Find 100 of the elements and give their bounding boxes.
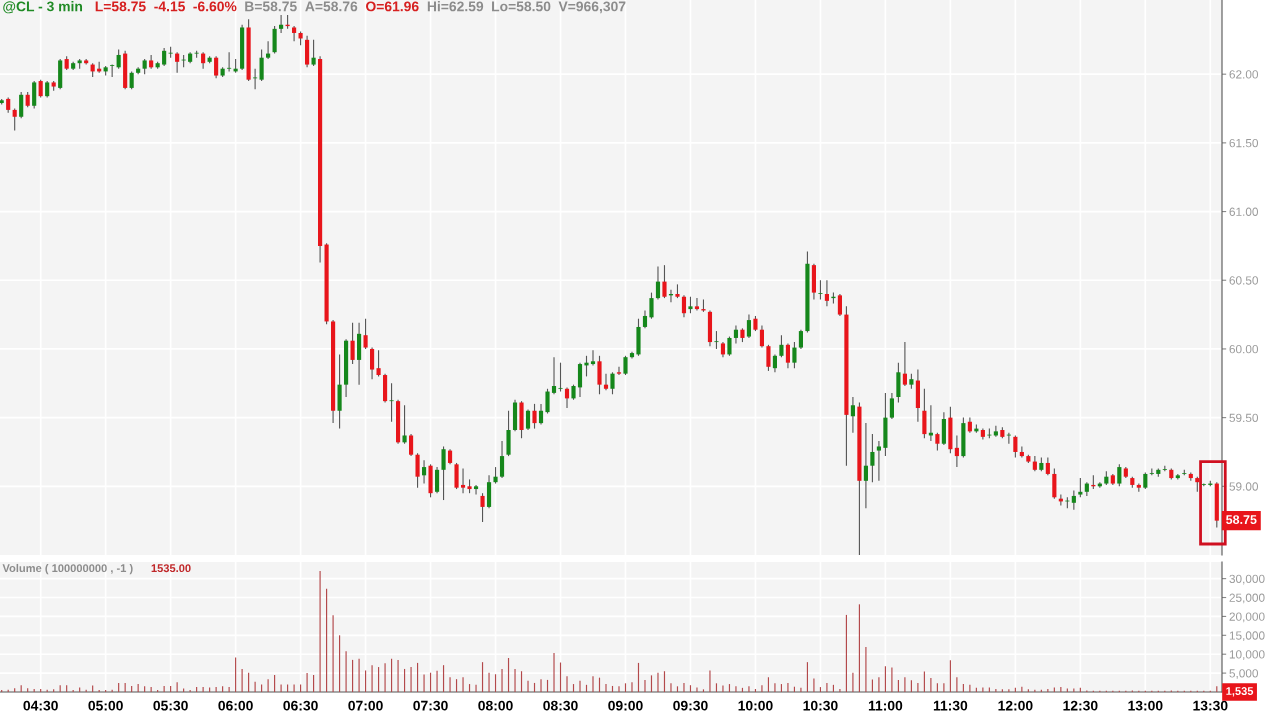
- candlestick: [902, 341, 907, 387]
- candlestick: [1052, 467, 1057, 500]
- y-tick-label: 10,000: [1229, 650, 1265, 660]
- x-tick-label: 11:00: [868, 700, 903, 711]
- y-tick-label: 15,000: [1229, 631, 1265, 642]
- x-tick-label: 04:30: [23, 700, 58, 711]
- y-tick-label: 25,000: [1229, 593, 1265, 604]
- candlestick: [311, 39, 316, 67]
- x-tick-label: 07:30: [413, 700, 448, 711]
- candlestick: [584, 355, 589, 377]
- x-tick-label: 09:30: [673, 700, 708, 711]
- x-tick-label: 12:30: [1063, 700, 1098, 711]
- x-tick-label: 08:30: [543, 700, 578, 711]
- candlestick: [175, 51, 180, 74]
- candlestick: [850, 396, 855, 434]
- candlestick: [889, 392, 894, 420]
- candlestick: [564, 386, 570, 409]
- annotation: B=58.75: [245, 1, 297, 12]
- candlestick: [350, 322, 355, 365]
- x-tick-label: 13:30: [1193, 700, 1228, 711]
- candlestick: [1013, 434, 1018, 459]
- candlestick: [116, 48, 121, 70]
- candlestick: [779, 334, 784, 358]
- candlestick: [32, 80, 37, 110]
- x-tick-label: 10:00: [738, 700, 773, 711]
- candlestick: [597, 355, 602, 395]
- candlestick: [837, 293, 842, 317]
- candlestick: [590, 349, 596, 366]
- candlestick: [863, 422, 868, 509]
- candlestick: [954, 434, 959, 468]
- candlestick: [376, 349, 381, 377]
- y-tick-label: 60.50: [1229, 276, 1259, 285]
- candlestick: [766, 344, 771, 372]
- candlestick: [551, 356, 557, 395]
- candlestick: [421, 459, 427, 485]
- annotation: Hi=62.59: [427, 1, 484, 12]
- candlestick: [577, 362, 583, 398]
- x-tick-label: 06:00: [218, 700, 253, 711]
- annotation: 58.75: [1226, 515, 1257, 525]
- candlestick: [480, 492, 485, 523]
- y-tick-label: 61.50: [1229, 138, 1259, 148]
- candlestick: [408, 433, 414, 457]
- x-tick-label: 06:30: [283, 700, 318, 711]
- candlestick: [1019, 445, 1024, 459]
- candlestick: [149, 54, 154, 70]
- candlestick: [363, 318, 368, 350]
- y-tick-label: 5,000: [1229, 669, 1259, 679]
- y-tick-label: 62.00: [1229, 70, 1259, 79]
- candlestick: [499, 440, 505, 479]
- candlestick: [727, 336, 732, 357]
- annotation: L=58.75: [95, 1, 146, 12]
- candlestick: [655, 265, 661, 301]
- y-tick-label: 59.00: [1229, 482, 1259, 491]
- candlestick: [369, 347, 375, 380]
- candlestick: [434, 466, 440, 494]
- x-tick-label: 09:00: [608, 700, 643, 711]
- x-tick-label: 11:30: [933, 700, 968, 711]
- candlestick: [253, 68, 258, 90]
- x-tick-label: 07:00: [348, 700, 383, 711]
- candlestick: [12, 107, 17, 132]
- candlestick: [616, 366, 622, 376]
- x-tick-label: 05:00: [88, 700, 123, 711]
- candlestick: [922, 388, 927, 439]
- candlestick: [623, 355, 628, 376]
- candlestick: [532, 403, 537, 430]
- candlestick: [545, 388, 550, 415]
- text: 1,535: [1226, 687, 1254, 697]
- chart-title: Volume ( 100000000 , -1 ): [2, 563, 133, 575]
- annotation: O=61.96: [366, 1, 419, 12]
- candlestick: [649, 292, 654, 320]
- candlestick: [19, 91, 24, 119]
- candlestick: [279, 14, 284, 34]
- annotation: -6.60%: [193, 1, 237, 12]
- candlestick: [441, 445, 446, 501]
- x-tick-label: 12:00: [998, 700, 1033, 711]
- annotation: A=58.76: [305, 1, 358, 12]
- candlestick: [798, 329, 804, 350]
- y-tick-label: 61.00: [1229, 207, 1259, 216]
- candlestick: [662, 264, 667, 299]
- annotation: Lo=58.50: [492, 1, 551, 12]
- candlestick: [694, 297, 700, 312]
- candlestick: [214, 55, 219, 79]
- candlestick: [785, 342, 791, 369]
- candlestick: [538, 403, 544, 426]
- candlestick: [870, 433, 875, 483]
- y-tick-label: 59.50: [1229, 413, 1259, 423]
- candlestick: [733, 325, 739, 344]
- candlestick: [792, 341, 797, 369]
- candlestick: [818, 279, 823, 301]
- candlestick: [993, 425, 998, 438]
- candlestick: [460, 467, 466, 494]
- candlestick: [1117, 463, 1122, 487]
- y-tick-label: 30,000: [1229, 574, 1265, 585]
- candlestick: [525, 408, 531, 431]
- candlestick: [389, 382, 394, 423]
- annotation: V=966,307: [558, 1, 626, 14]
- x-tick-label: 05:30: [153, 700, 188, 711]
- candlestick: [746, 314, 752, 339]
- candlestick: [292, 25, 297, 42]
- candlestick: [603, 373, 609, 391]
